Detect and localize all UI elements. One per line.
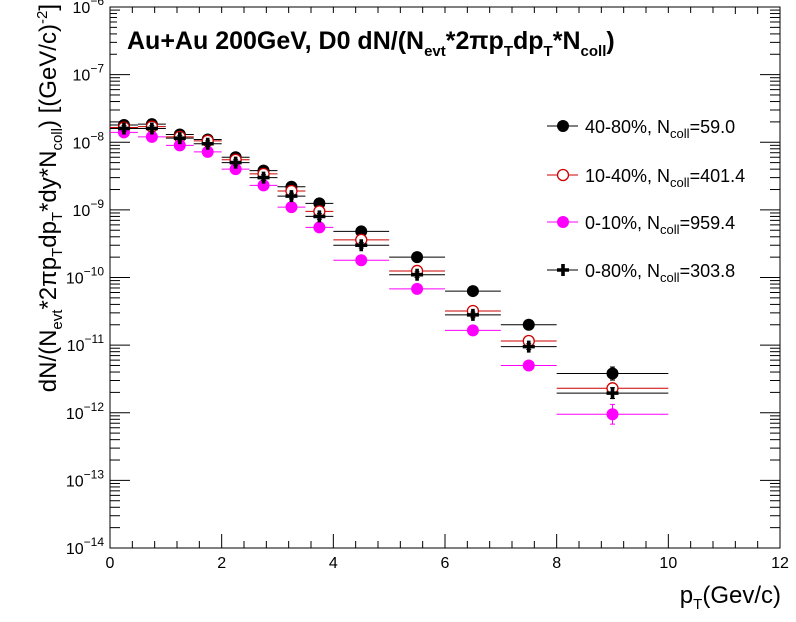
data-point [466,324,479,337]
data-point [313,221,326,234]
x-tick-label: 4 [329,555,338,572]
x-tick-label: 10 [659,555,677,572]
data-point [145,130,158,143]
data-point [285,201,298,214]
data-point [606,387,619,400]
x-axis-title: pT(Gev/c) [680,582,781,613]
data-point [522,340,535,353]
x-tick-label: 6 [441,555,450,572]
title-box [117,13,722,71]
data-layer [110,118,669,425]
series-0-10% [110,126,669,425]
data-point [173,132,186,145]
data-point [201,145,214,158]
x-tick-label: 8 [552,555,561,572]
data-point [556,168,570,182]
series-0-80% [110,122,669,400]
data-point [522,318,535,331]
legend-entry: 10-40%, Ncoll=401.4 [547,166,745,190]
data-point [411,251,424,264]
legend-entry: 0-80%, Ncoll=303.8 [547,261,735,285]
data-point [411,282,424,295]
y-tick-label: 10−6 [73,0,105,17]
legend: 40-80%, Ncoll=59.0 10-40%, Ncoll=401.4 0-1… [547,117,745,285]
data-point [355,225,368,238]
legend-label: 40-80%, Ncoll=59.0 [585,117,735,141]
data-point [173,139,186,152]
legend-entry: 40-80%, Ncoll=59.0 [547,117,735,141]
data-point [355,254,368,267]
y-tick-label: 10−7 [73,62,105,85]
axes-layer: 0 2 4 6 8 10 12 10−14 10−13 10−12 10−11 10−10 10−9 10… [66,0,789,572]
data-point [117,122,130,135]
data-point [411,268,424,281]
data-point [229,156,242,169]
data-point [606,367,619,380]
data-point [201,137,214,150]
plot-title: Au+Au 200GeV, D0 dN/(Nevt*2πpTdpT*Ncoll) [127,27,615,60]
data-point [285,190,298,203]
data-point [229,163,242,176]
y-tick-label: 10−8 [73,129,105,152]
legend-entry: 0-10%, Ncoll=959.4 [547,213,735,237]
x-tick-label: 0 [106,555,115,572]
data-point [313,210,326,223]
series-40-80% [110,118,669,381]
data-point [606,408,619,421]
y-tick-label: 10−13 [66,467,104,490]
legend-label: 10-40%, Ncoll=401.4 [585,166,745,190]
y-tick-label: 10−12 [66,400,104,423]
data-point [522,359,535,372]
y-tick-label: 10−10 [66,265,104,288]
x-tick-label: 2 [217,555,226,572]
data-point [257,171,270,184]
data-point [145,122,158,135]
y-tick-label: 10−11 [67,332,105,355]
x-tick-label: 12 [771,555,789,572]
y-tick-label: 10−14 [66,535,104,558]
data-point [355,239,368,252]
data-point [557,120,569,132]
data-point [466,308,479,321]
y-tick-label: 10−9 [73,197,105,220]
y-axis-title: dN/(Nevt*2πpTdpT*dy*Ncoll) [(GeV/c)-2] [34,4,66,392]
data-point [257,179,270,192]
data-point [557,216,569,228]
legend-label: 0-10%, Ncoll=959.4 [585,213,735,237]
data-point [466,285,479,298]
legend-label: 0-80%, Ncoll=303.8 [585,261,735,285]
data-point [557,264,569,276]
